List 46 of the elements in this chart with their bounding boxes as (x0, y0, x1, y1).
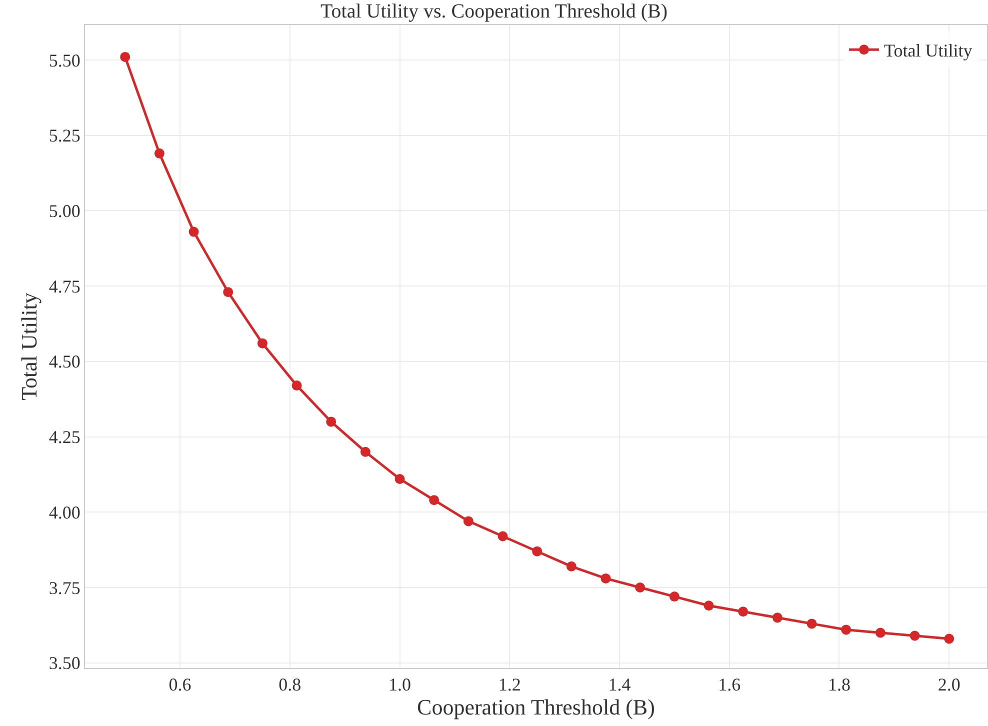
y-tick-label: 5.00 (48, 201, 80, 221)
point (875, 628, 886, 638)
y-tick-label: 3.75 (48, 578, 80, 598)
y-tick-label: 3.50 (48, 653, 80, 674)
x-tick-label: 1.0 (388, 674, 412, 695)
point (120, 52, 130, 62)
y-axis-title: Total Utility (16, 292, 42, 400)
point (532, 546, 542, 556)
point (841, 624, 852, 635)
x-tick-label: 1.8 (828, 674, 850, 695)
point (463, 516, 474, 526)
x-tick-label: 1.6 (718, 674, 741, 695)
point (292, 380, 302, 391)
point (360, 446, 370, 457)
x-axis-title: Cooperation Threshold (B) (417, 694, 655, 720)
y-tick-label: 4.25 (48, 427, 80, 448)
point (910, 630, 920, 641)
point (944, 634, 954, 644)
point (498, 531, 508, 542)
point (223, 287, 234, 298)
x-tick-label: 1.2 (498, 674, 521, 695)
point (154, 148, 164, 158)
x-tick-label: 0.6 (168, 674, 192, 695)
point (566, 561, 576, 572)
y-tick-label: 5.50 (48, 50, 80, 70)
chart-title: Total Utility vs. Cooperation Threshold (B) (320, 0, 668, 23)
point (669, 592, 680, 602)
point (738, 606, 748, 617)
point (704, 600, 714, 611)
point (429, 495, 440, 506)
y-tick-label: 4.50 (48, 352, 80, 372)
y-tick-label: 4.00 (48, 502, 80, 522)
x-tick-label: 0.8 (278, 674, 302, 695)
point (600, 573, 611, 584)
point (257, 338, 268, 348)
y-tick-label: 5.25 (48, 126, 80, 146)
y-tick-label: 4.75 (48, 276, 80, 296)
x-tick-label: 2.0 (938, 674, 960, 695)
x-tick-label: 1.4 (608, 674, 631, 695)
point (394, 474, 405, 484)
point (806, 618, 817, 629)
legend-label: Total Utility (884, 40, 972, 61)
point (188, 226, 199, 237)
point (326, 416, 336, 427)
point (635, 582, 646, 593)
point (772, 612, 782, 623)
